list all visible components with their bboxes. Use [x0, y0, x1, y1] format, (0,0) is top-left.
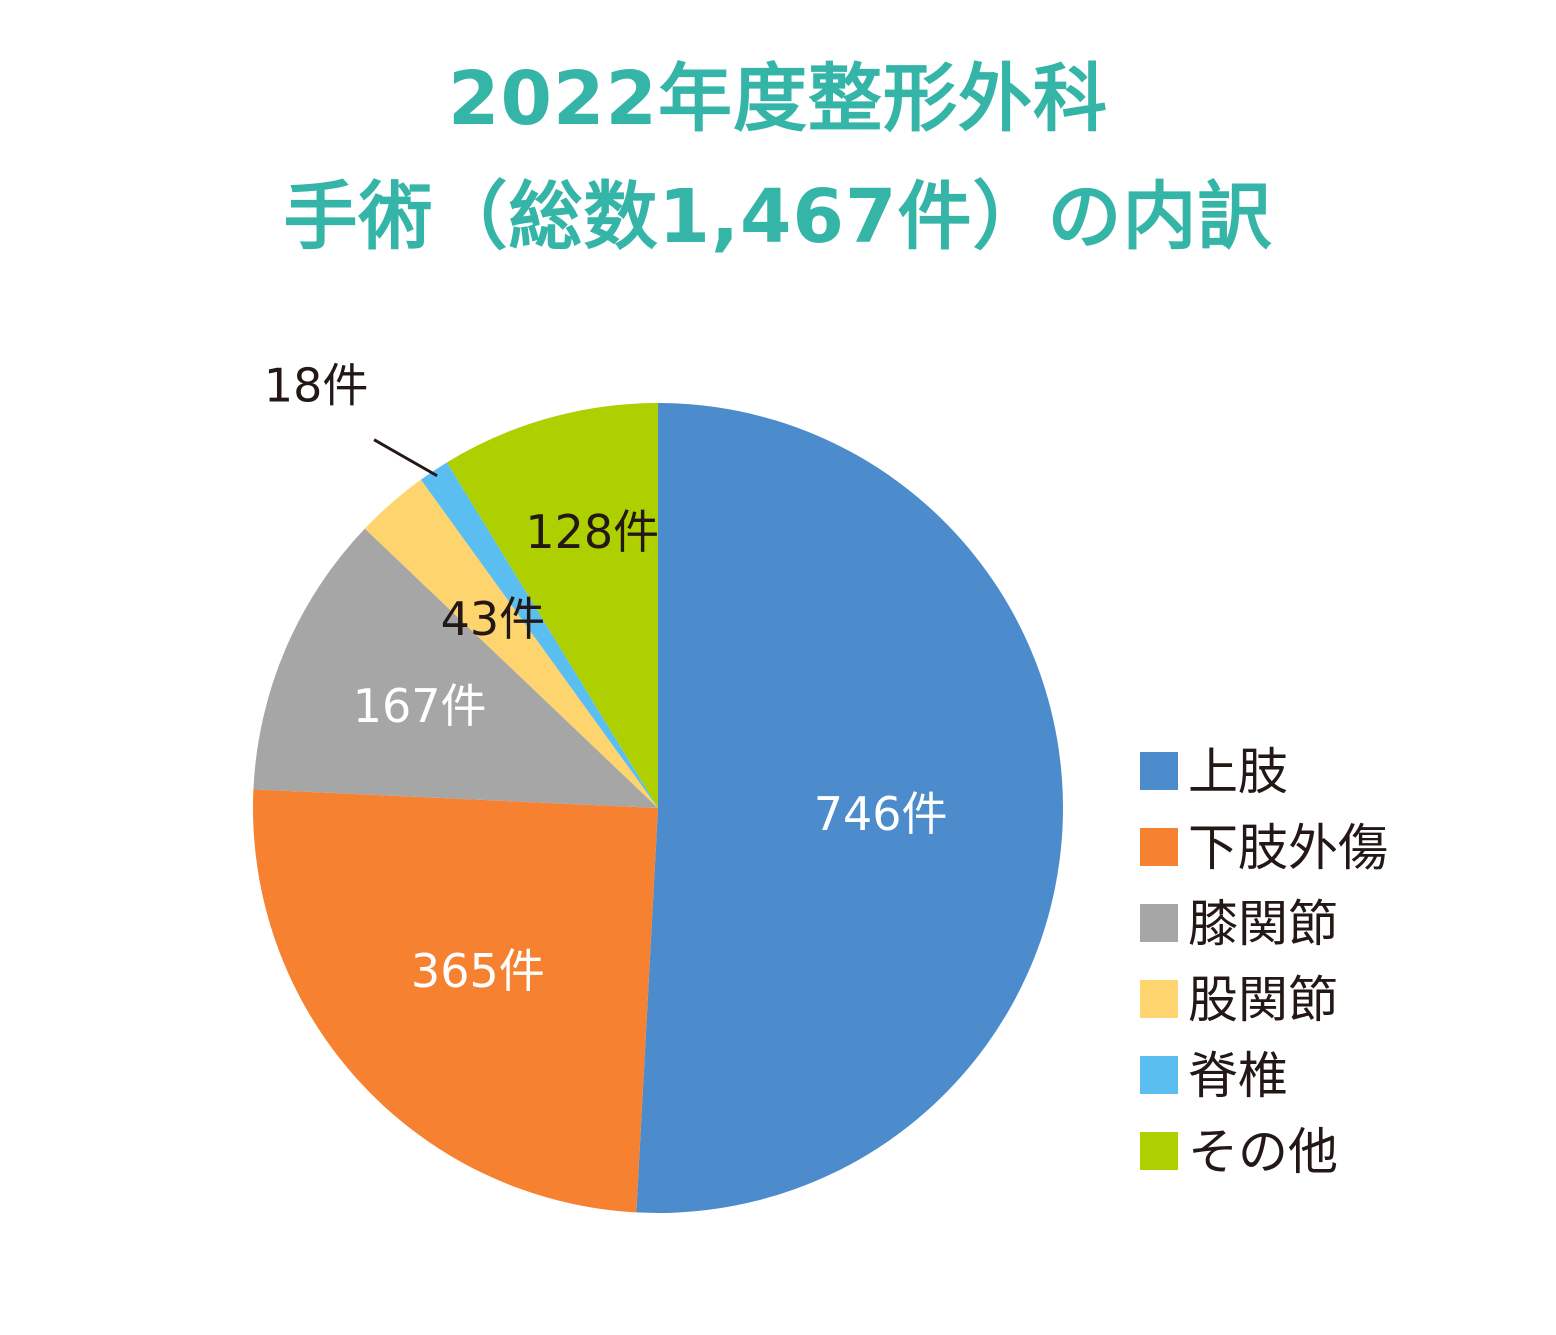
- pie-slice-labels: 746件 365件 167件 43件 18件 128件: [264, 359, 948, 998]
- legend-swatch-6: [1140, 1132, 1178, 1170]
- slice-label-1: 746件: [814, 787, 948, 841]
- pie-slice-2: [253, 789, 659, 1213]
- chart-title-line-1: 2022年度整形外科: [448, 56, 1108, 142]
- slice-label-5: 18件: [264, 359, 369, 413]
- legend-label-3: 膝関節: [1188, 895, 1338, 953]
- legend-swatch-1: [1140, 752, 1178, 790]
- legend-label-2: 下肢外傷: [1188, 819, 1388, 877]
- leader-line-5: [373, 438, 438, 478]
- legend-label-4: 股関節: [1188, 971, 1338, 1029]
- legend-swatch-4: [1140, 980, 1178, 1018]
- pie-slice-4: [364, 479, 658, 808]
- legend-label-6: その他: [1188, 1123, 1338, 1181]
- pie-slice-3: [253, 528, 658, 808]
- slice-label-6: 128件: [525, 505, 659, 559]
- pie-slice-6: [446, 403, 658, 808]
- slice-label-3: 167件: [353, 679, 487, 733]
- pie-slice-5: [420, 462, 658, 808]
- pie-slice-1: [636, 403, 1063, 1213]
- legend-label-1: 上肢: [1188, 743, 1288, 801]
- pie-slices: [253, 403, 1063, 1213]
- legend-swatch-3: [1140, 904, 1178, 942]
- slice-label-4: 43件: [441, 592, 546, 646]
- slice-label-2: 365件: [411, 944, 545, 998]
- chart-title: 2022年度整形外科 手術（総数1,467件）の内訳: [0, 40, 1556, 276]
- legend-label-5: 脊椎: [1188, 1047, 1288, 1105]
- chart-title-line-2: 手術（総数1,467件）の内訳: [283, 174, 1273, 260]
- legend-swatch-2: [1140, 828, 1178, 866]
- legend-swatch-5: [1140, 1056, 1178, 1094]
